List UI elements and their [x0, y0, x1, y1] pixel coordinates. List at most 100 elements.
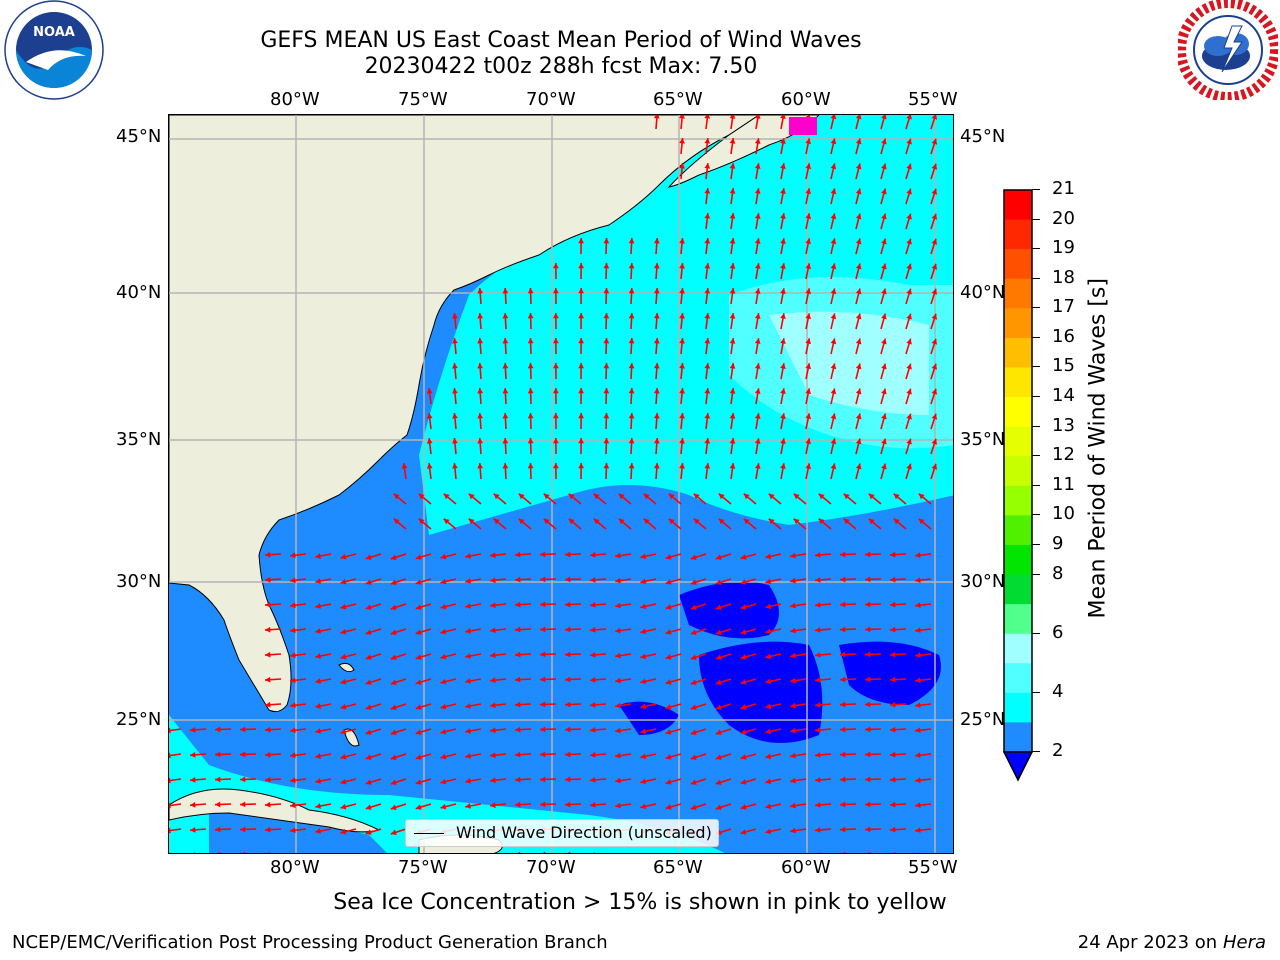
- nws-logo: [1176, 0, 1280, 102]
- wind-wave-arrow-head: [867, 851, 871, 853]
- wind-wave-arrow-head: [215, 801, 221, 808]
- colorbar-tick-label: 18: [1052, 266, 1075, 288]
- colorbar-tick-mark: [1032, 336, 1040, 338]
- wind-wave-arrow-head: [290, 577, 296, 584]
- wind-wave-arrow-head: [265, 826, 271, 833]
- colorbar-tick-mark: [1032, 307, 1040, 309]
- wind-wave-arrow-head: [169, 827, 171, 834]
- wind-wave-arrow-head: [704, 438, 711, 444]
- wind-wave-arrow-head: [490, 752, 496, 759]
- wind-wave-arrow-head: [665, 629, 672, 635]
- colorbar-tick-label: 4: [1052, 680, 1064, 702]
- wind-wave-arrow-head: [855, 413, 862, 420]
- wind-wave-arrow-head: [515, 801, 521, 808]
- wind-wave-arrow-head: [915, 702, 921, 709]
- wind-wave-arrow-head: [765, 703, 772, 710]
- map-legend: Wind Wave Direction (unscaled): [405, 819, 719, 847]
- wind-wave-arrow-head: [890, 826, 896, 833]
- wind-wave-arrow-head: [390, 654, 397, 661]
- wind-wave-arrow-head: [593, 852, 596, 853]
- wind-wave-arrow-head: [265, 651, 271, 658]
- wind-wave-arrow-head: [640, 603, 647, 610]
- wind-wave-arrow-head: [268, 851, 271, 853]
- wind-wave-arrow-head: [805, 438, 812, 445]
- wind-wave-arrow-head: [640, 753, 647, 760]
- wind-wave-arrow-head: [493, 493, 500, 500]
- wind-wave-arrow-head: [477, 313, 484, 319]
- wind-wave-arrow-head: [890, 551, 896, 558]
- wind-wave-arrow-head: [855, 115, 862, 120]
- wind-wave-arrow-head: [290, 627, 296, 634]
- wind-wave-arrow-head: [690, 604, 697, 611]
- wind-wave-arrow-head: [518, 493, 525, 500]
- wind-wave-arrow-head: [715, 679, 722, 686]
- wind-wave-arrow-head: [718, 518, 725, 525]
- wind-wave-arrow-head: [190, 751, 196, 758]
- wind-wave-arrow-head: [704, 313, 711, 319]
- wind-wave-arrow-head: [590, 627, 596, 633]
- wind-wave-arrow-head: [715, 554, 722, 561]
- wind-wave-arrow-head: [440, 803, 447, 810]
- wind-wave-arrow-head: [578, 463, 584, 469]
- noaa-logo-text: NOAA: [33, 25, 75, 40]
- wind-wave-arrow-head: [452, 388, 458, 394]
- wind-wave-arrow-head: [615, 727, 621, 734]
- deep-blue-patch-4: [619, 701, 679, 735]
- wind-wave-arrow-head: [855, 188, 862, 195]
- wind-wave-arrow-head: [553, 463, 559, 469]
- lat-label-right-30n: 30°N: [960, 571, 1006, 592]
- wind-wave-arrow-head: [881, 438, 887, 445]
- wind-wave-arrow-head: [843, 493, 850, 500]
- wind-wave-arrow-head: [365, 754, 372, 760]
- wind-wave-arrow-head: [890, 801, 896, 808]
- wind-wave-arrow-head: [653, 238, 660, 244]
- wind-wave-arrow-head: [805, 188, 812, 195]
- wind-wave-arrow-head: [502, 438, 509, 444]
- wind-wave-arrow-head: [780, 138, 786, 144]
- wind-wave-arrow-head: [553, 313, 559, 319]
- colorbar-tick-label: 8: [1052, 562, 1064, 584]
- wind-wave-arrow-head: [415, 629, 422, 635]
- wind-wave-arrow-head: [502, 338, 509, 344]
- wind-wave-arrow-head: [830, 438, 837, 445]
- wind-wave-arrow-head: [906, 363, 912, 370]
- lat-label-left-35n: 35°N: [116, 429, 162, 450]
- wind-wave-arrow-head: [715, 754, 722, 761]
- wind-wave-arrow-head: [704, 363, 711, 369]
- wind-wave-arrow-head: [393, 493, 400, 500]
- wind-wave-arrow-head: [653, 115, 660, 119]
- deep-blue-patch-2: [699, 641, 823, 743]
- wind-wave-arrow-head: [729, 138, 736, 144]
- wind-wave-arrow-head: [765, 653, 772, 660]
- land-bahamas-1: [338, 662, 355, 673]
- wind-wave-arrow-head: [890, 601, 896, 608]
- wind-wave-arrow-head: [603, 438, 610, 444]
- wind-wave-arrow-head: [765, 728, 772, 735]
- footer-system: Hera: [1222, 932, 1266, 953]
- wind-wave-arrow-head: [679, 438, 685, 444]
- wind-wave-arrow-head: [740, 554, 747, 560]
- lat-label-right-45n: 45°N: [960, 126, 1006, 147]
- wind-wave-arrow-head: [315, 703, 321, 709]
- colorbar-tick-label: 20: [1052, 207, 1075, 229]
- colorbar-segment: [1004, 190, 1032, 221]
- wind-wave-arrow-head: [815, 727, 821, 733]
- wind-wave-arrow-head: [640, 703, 647, 710]
- wind-wave-arrow-head: [665, 679, 672, 685]
- wind-wave-arrow-head: [665, 604, 672, 610]
- colorbar-tick-label: 12: [1052, 444, 1075, 466]
- wind-wave-arrow-head: [818, 493, 825, 500]
- wind-wave-arrow-head: [740, 704, 747, 710]
- wind-wave-arrow-head: [590, 752, 596, 758]
- wind-wave-arrow-head: [754, 288, 761, 294]
- wind-wave-arrow-head: [855, 288, 862, 295]
- lon-label-bottom-65w: 65°W: [653, 857, 703, 878]
- wind-wave-arrow-head: [754, 313, 761, 319]
- wind-wave-arrow-head: [890, 576, 896, 583]
- wind-wave-arrow-head: [805, 313, 812, 320]
- wind-wave-arrow-head: [340, 678, 347, 685]
- wind-wave-arrow-head: [855, 313, 862, 320]
- wind-wave-arrow-head: [768, 518, 775, 525]
- wind-wave-arrow-head: [840, 726, 846, 733]
- wind-wave-arrow-head: [190, 801, 196, 808]
